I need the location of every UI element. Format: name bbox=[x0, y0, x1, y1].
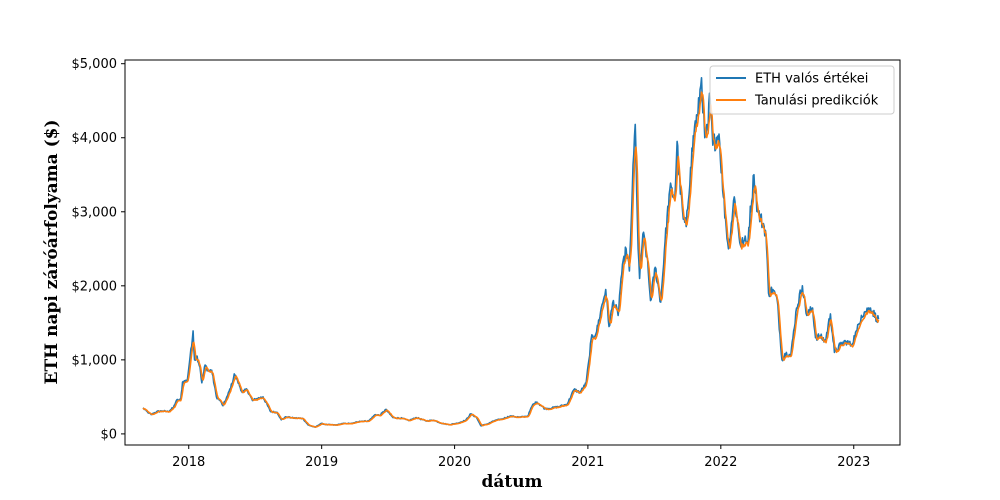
series-line-predicted bbox=[142, 91, 880, 428]
x-tick-label: 2018 bbox=[172, 455, 205, 470]
y-tick-label: $3,000 bbox=[72, 205, 118, 220]
legend: ETH valós értékei Tanulási predikciók bbox=[709, 65, 895, 115]
x-tick-label: 2022 bbox=[704, 455, 737, 470]
y-tick-label: $4,000 bbox=[72, 131, 118, 146]
y-tick-label: $5,000 bbox=[72, 57, 118, 72]
legend-label-predicted: Tanulási predikciók bbox=[754, 94, 879, 109]
y-tick-label: $0 bbox=[100, 427, 117, 442]
x-tick-label: 2020 bbox=[438, 455, 471, 470]
x-axis-title: dátum bbox=[481, 472, 542, 492]
x-tick-label: 2021 bbox=[571, 455, 604, 470]
y-tick-label: $2,000 bbox=[72, 279, 118, 294]
plot-background bbox=[125, 60, 900, 445]
x-tick-label: 2019 bbox=[305, 455, 338, 470]
x-axis: 2018 2019 2020 2021 2022 2023 bbox=[172, 445, 870, 470]
y-tick-label: $1,000 bbox=[72, 353, 118, 368]
legend-label-actual: ETH valós értékei bbox=[755, 72, 868, 87]
y-axis: $0 $1,000 $2,000 $3,000 $4,000 $5,000 bbox=[72, 57, 125, 442]
y-axis-title: ETH napi záróárfolyama ($) bbox=[42, 119, 62, 384]
series-layer bbox=[142, 76, 880, 429]
plot-frame bbox=[124, 59, 901, 446]
x-tick-label: 2023 bbox=[837, 455, 870, 470]
legend-box bbox=[709, 65, 895, 115]
